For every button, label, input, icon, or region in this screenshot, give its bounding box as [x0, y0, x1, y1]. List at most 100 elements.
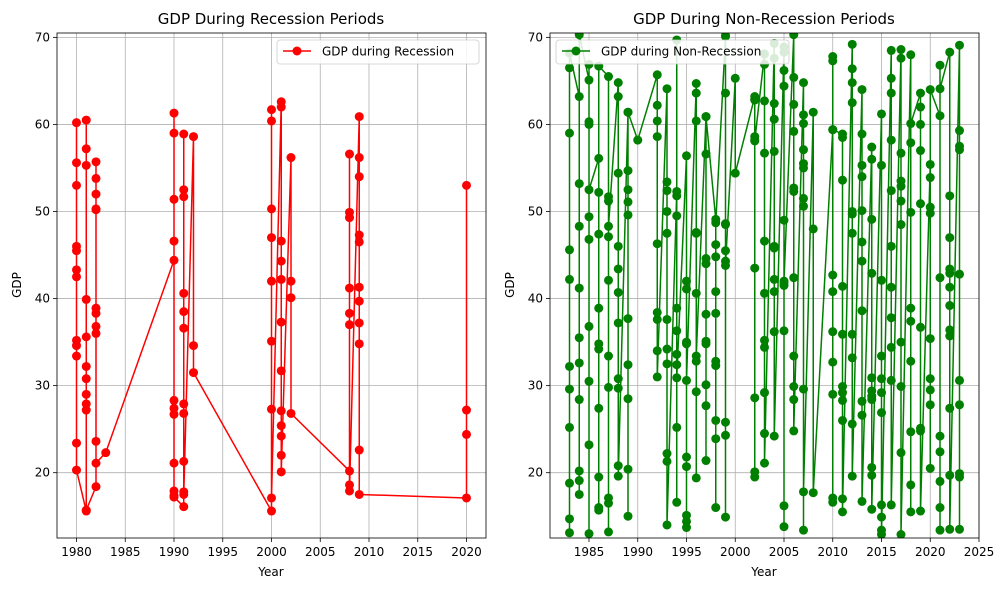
data-point: [760, 458, 769, 468]
data-point: [711, 503, 721, 513]
data-point: [789, 273, 799, 283]
x-tick-label: 2025: [964, 545, 995, 559]
data-point: [604, 498, 613, 508]
data-point: [179, 489, 189, 499]
data-point: [750, 263, 760, 273]
data-point: [838, 494, 847, 504]
data-point: [847, 329, 857, 339]
data-point: [81, 505, 91, 515]
data-point: [886, 282, 896, 292]
data-point: [691, 387, 701, 397]
data-point: [345, 486, 354, 496]
data-point: [91, 482, 101, 492]
data-point: [613, 92, 623, 102]
data-point: [613, 168, 623, 178]
data-point: [896, 382, 906, 391]
data-point: [896, 448, 906, 458]
data-point: [594, 344, 604, 354]
data-point: [828, 327, 838, 337]
data-point: [662, 456, 672, 466]
data-point: [662, 449, 672, 459]
x-tick-label: 2000: [256, 545, 287, 559]
data-point: [584, 440, 594, 450]
data-point: [682, 284, 691, 294]
data-point: [604, 382, 613, 392]
data-point: [925, 85, 935, 95]
data-point: [955, 375, 964, 385]
legend-marker-swatch: [292, 46, 302, 56]
y-tick-label: 70: [528, 30, 543, 44]
data-point: [721, 219, 730, 229]
data-point: [574, 283, 584, 293]
data-point: [286, 408, 296, 418]
data-point: [565, 361, 574, 371]
data-point: [72, 246, 81, 256]
data-point: [769, 287, 779, 297]
data-point: [462, 493, 471, 503]
data-point: [682, 339, 691, 349]
data-point: [613, 264, 623, 274]
data-point: [652, 346, 662, 356]
data-point: [945, 233, 955, 243]
data-point: [613, 287, 623, 297]
data-point: [613, 241, 623, 251]
data-point: [652, 132, 662, 142]
data-point: [701, 380, 711, 390]
data-point: [565, 478, 574, 488]
data-point: [594, 187, 604, 197]
data-point: [682, 462, 691, 472]
data-point: [955, 472, 964, 482]
data-point: [760, 148, 769, 158]
data-point: [760, 236, 769, 246]
data-point: [779, 501, 789, 511]
data-point: [721, 246, 730, 256]
data-point: [169, 255, 179, 265]
data-point: [935, 273, 945, 283]
data-point: [179, 307, 189, 317]
data-point: [896, 337, 906, 347]
data-point: [81, 160, 91, 170]
recession-chart: GDP During Recession Periods 1980 1985 199…: [10, 10, 487, 579]
data-point: [672, 422, 682, 432]
data-point: [81, 144, 91, 154]
x-axis-title: Year: [750, 565, 776, 579]
data-point: [779, 81, 789, 91]
data-point: [916, 102, 925, 112]
data-point: [828, 497, 838, 507]
data-point: [604, 196, 613, 206]
data-point: [935, 503, 945, 513]
data-point: [354, 282, 364, 292]
data-point: [672, 497, 682, 507]
data-point: [179, 185, 189, 195]
data-point: [613, 471, 623, 481]
data-point: [701, 259, 711, 269]
data-point: [81, 374, 91, 384]
data-point: [189, 368, 198, 378]
data-point: [623, 107, 633, 117]
data-point: [179, 192, 189, 202]
data-point: [711, 218, 721, 228]
data-point: [623, 394, 633, 404]
data-point: [935, 111, 945, 121]
data-point: [682, 523, 691, 533]
data-point: [584, 376, 594, 386]
data-point: [584, 529, 594, 538]
data-point: [847, 78, 857, 88]
data-point: [799, 384, 808, 394]
data-point: [691, 88, 701, 98]
data-point: [730, 168, 740, 178]
series-markers: [565, 33, 964, 538]
data-point: [594, 229, 604, 239]
data-point: [769, 243, 779, 253]
data-point: [613, 318, 623, 328]
data-point: [945, 268, 955, 278]
data-point: [623, 185, 633, 195]
data-point: [721, 417, 730, 427]
data-point: [652, 70, 662, 80]
data-point: [750, 472, 760, 482]
data-point: [267, 276, 276, 286]
data-point: [925, 208, 935, 218]
data-point: [779, 215, 789, 225]
data-point: [925, 334, 935, 344]
data-point: [613, 461, 623, 471]
